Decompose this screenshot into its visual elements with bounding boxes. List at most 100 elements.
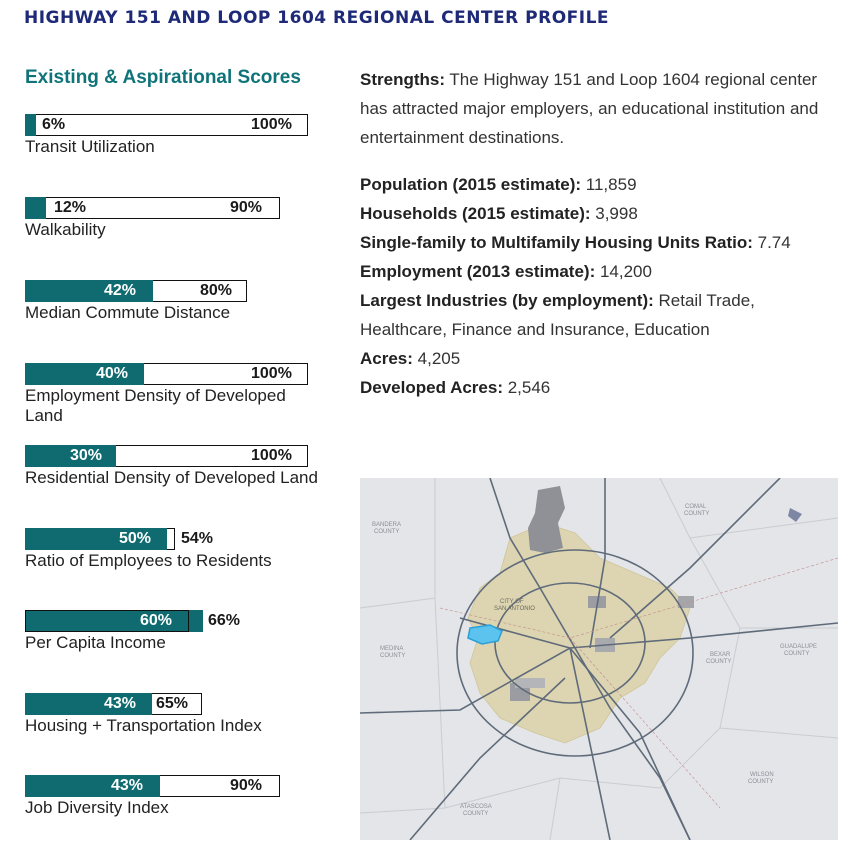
existing-fill xyxy=(25,693,152,715)
page-title: HIGHWAY 151 AND LOOP 1604 REGIONAL CENTE… xyxy=(24,8,610,28)
guadalupe-label: GUADALUPE xyxy=(780,644,817,650)
metric-name: Per Capita Income xyxy=(25,633,166,652)
medina-label: MEDINA xyxy=(380,646,403,652)
fact-label: Largest Industries (by employment): xyxy=(360,291,654,310)
existing-fill xyxy=(25,114,36,136)
metric-per-capita-income: 60% 66% Per Capita Income xyxy=(25,610,325,653)
metric-name: Transit Utilization xyxy=(25,137,155,156)
existing-fill xyxy=(25,445,116,467)
score-bar: 30% 100% xyxy=(25,445,325,467)
aspirational-score: 66% xyxy=(208,612,241,629)
scores-heading: Existing & Aspirational Scores xyxy=(25,67,301,88)
county-lines xyxy=(360,478,838,840)
aspirational-score: 54% xyxy=(181,530,214,547)
existing-fill xyxy=(25,775,160,797)
score-bar: 60% 66% xyxy=(25,610,325,632)
aspirational-score: 90% xyxy=(230,777,263,794)
atascosa-label-2: COUNTY xyxy=(463,811,488,817)
metric-name: Ratio of Employees to Residents xyxy=(25,551,272,570)
metric-transit-utilization: 6% 100% Transit Utilization xyxy=(25,114,325,157)
metric-job-diversity-index: 43% 90% Job Diversity Index xyxy=(25,775,325,818)
bexar-label-2: COUNTY xyxy=(706,659,731,665)
score-bar: 12% 90% xyxy=(25,197,325,219)
fact-label: Population (2015 estimate): xyxy=(360,175,582,194)
regional-map: BANDERA COUNTY COMAL COUNTY MEDINA COUNT… xyxy=(360,478,838,840)
aspirational-score: 65% xyxy=(156,695,189,712)
score-bar: 6% 100% xyxy=(25,114,325,136)
fact-label: Developed Acres: xyxy=(360,378,503,397)
existing-fill xyxy=(25,197,46,219)
existing-score: 50% xyxy=(119,530,152,547)
map-svg: BANDERA COUNTY COMAL COUNTY MEDINA COUNT… xyxy=(360,478,838,840)
metric-housing-transportation-index: 43% 65% Housing + Transportation Index xyxy=(25,693,325,736)
fact-value: 3,998 xyxy=(590,204,638,223)
comal-label-2: COUNTY xyxy=(684,511,709,517)
fact-developed-acres: Developed Acres: 2,546 xyxy=(360,373,830,402)
fact-industries-cont: Healthcare, Finance and Insurance, Educa… xyxy=(360,315,830,344)
lackland-annex xyxy=(515,678,545,688)
strengths-text: The Highway 151 and Loop 1604 regional c… xyxy=(360,70,819,147)
regional-center-highlight xyxy=(467,624,503,645)
aspirational-score: 100% xyxy=(251,365,292,382)
existing-score: 30% xyxy=(70,447,103,464)
aspirational-score: 80% xyxy=(200,282,233,299)
bexar-label: BEXAR xyxy=(710,652,731,658)
military-base xyxy=(528,486,565,553)
fact-households: Households (2015 estimate): 3,998 xyxy=(360,199,830,228)
existing-fill xyxy=(25,280,153,302)
metric-name: Job Diversity Index xyxy=(25,798,169,817)
existing-score: 60% xyxy=(140,612,173,629)
existing-score: 42% xyxy=(104,282,137,299)
existing-score: 40% xyxy=(96,365,129,382)
fact-employment: Employment (2013 estimate): 14,200 xyxy=(360,257,830,286)
bandera-label: BANDERA xyxy=(372,522,401,528)
atascosa-label: ATASCOSA xyxy=(460,804,492,810)
fact-label: Households (2015 estimate): xyxy=(360,204,591,223)
fact-value: Retail Trade, xyxy=(653,291,755,310)
metric-name: Housing + Transportation Index xyxy=(25,716,262,735)
fact-value: 2,546 xyxy=(502,378,551,397)
existing-fill xyxy=(25,610,203,632)
existing-fill xyxy=(25,528,167,550)
score-bar: 43% 90% xyxy=(25,775,325,797)
score-bar: 50% 54% xyxy=(25,528,325,550)
fact-label: Acres: xyxy=(360,349,413,368)
metric-ratio-employees-residents: 50% 54% Ratio of Employees to Residents xyxy=(25,528,325,571)
metric-name: Walkability xyxy=(25,220,106,239)
score-bar: 40% 100% xyxy=(25,363,325,385)
fact-value: Healthcare, Finance and Insurance, Educa… xyxy=(360,320,710,339)
metric-name: Median Commute Distance xyxy=(25,303,231,322)
score-bar: 42% 80% xyxy=(25,280,325,302)
metric-name: Residential Density of Developed Land xyxy=(25,468,318,487)
aspirational-score: 90% xyxy=(230,199,263,216)
strengths-label: Strengths: xyxy=(360,70,445,89)
existing-outline xyxy=(25,610,189,632)
existing-score: 6% xyxy=(42,116,66,133)
metric-employment-density: 40% 100% Employment Density of Developed… xyxy=(25,363,325,426)
existing-fill xyxy=(25,363,144,385)
metric-name: Employment Density of Developed Land xyxy=(25,386,286,425)
existing-score: 12% xyxy=(54,199,87,216)
facts-list: Population (2015 estimate): 11,859 House… xyxy=(360,170,830,402)
score-bar: 43% 65% xyxy=(25,693,325,715)
wilson-label-2: COUNTY xyxy=(748,779,773,785)
randolph-area xyxy=(678,596,694,608)
existing-score: 43% xyxy=(111,777,144,794)
strengths-paragraph: Strengths: The Highway 151 and Loop 1604… xyxy=(360,65,830,152)
metric-walkability: 12% 90% Walkability xyxy=(25,197,325,240)
fact-value: 14,200 xyxy=(595,262,652,281)
comal-label: COMAL xyxy=(685,504,707,510)
metric-median-commute-distance: 42% 80% Median Commute Distance xyxy=(25,280,325,323)
fact-housing-ratio: Single-family to Multifamily Housing Uni… xyxy=(360,228,830,257)
fact-industries: Largest Industries (by employment): Reta… xyxy=(360,286,830,315)
fact-value: 11,859 xyxy=(581,175,637,194)
existing-score: 43% xyxy=(104,695,137,712)
wilson-label: WILSON xyxy=(750,772,774,778)
aspirational-score: 100% xyxy=(251,447,292,464)
aspirational-score: 100% xyxy=(251,116,292,133)
fact-value: 4,205 xyxy=(412,349,461,368)
fact-value: 7.74 xyxy=(752,233,791,252)
guadalupe-label-2: COUNTY xyxy=(784,651,809,657)
city-label: CITY OF xyxy=(500,599,524,605)
highways xyxy=(360,478,838,840)
